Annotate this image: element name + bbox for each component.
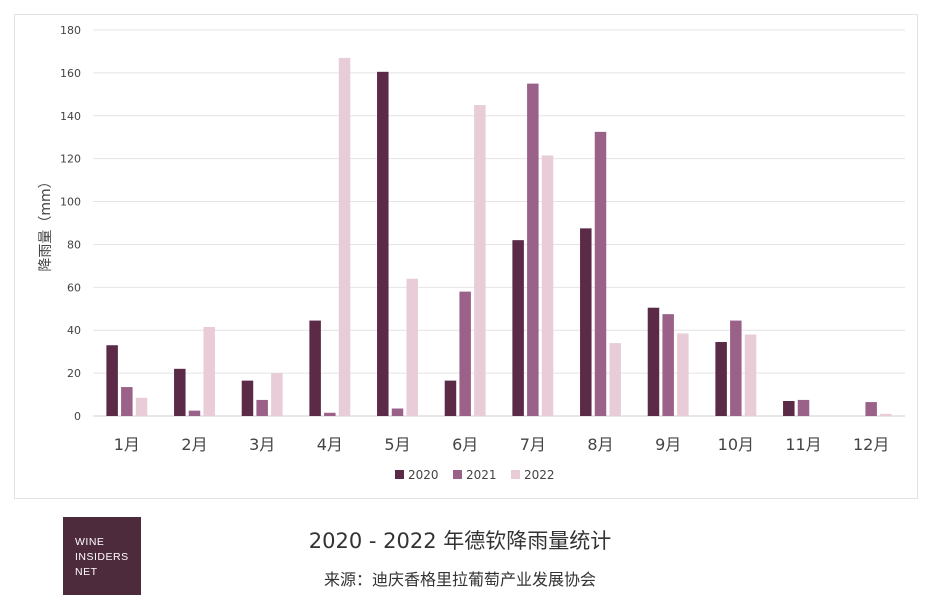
legend-swatch-2020 [395,470,404,479]
bar-2022-12 [880,413,892,416]
wine-insiders-logo: WINE INSIDERS NET [63,517,141,595]
y-axis-title: 降雨量（mm） [38,174,54,271]
x-tick-label: 6月 [452,435,478,454]
x-tick-label: 11月 [785,435,821,454]
logo-line-3: NET [75,566,98,578]
y-tick-label: 0 [74,410,81,423]
bar-2021-11 [797,399,810,416]
bar-2021-3 [256,399,268,416]
bar-2021-9 [662,314,674,416]
bar-2022-5 [406,278,418,416]
x-tick-label: 4月 [317,435,343,454]
y-tick-label: 20 [67,367,81,380]
x-tick-label: 3月 [249,435,275,454]
y-tick-label: 120 [60,153,81,166]
bar-2020-6 [444,380,457,416]
bar-2020-4 [309,320,321,416]
logo-line-1: WINE [75,536,105,548]
x-tick-label: 7月 [520,435,546,454]
chart-caption-title: 2020 - 2022 年德钦降雨量统计 [308,529,612,553]
y-tick-label: 40 [67,324,81,337]
bar-2020-8 [580,228,592,416]
x-tick-label: 5月 [384,435,410,454]
bar-2021-12 [865,402,877,416]
bar-2020-1 [106,345,118,416]
x-tick-label: 8月 [587,435,613,454]
y-tick-label: 140 [60,110,81,123]
bar-2022-7 [541,155,554,416]
bar-2022-10 [744,334,757,416]
y-tick-label: 100 [60,196,81,209]
y-tick-label: 80 [67,238,81,251]
bar-2022-3 [271,373,283,416]
bar-2021-6 [459,291,471,416]
bar-2021-5 [391,408,404,416]
bar-2020-5 [377,71,389,417]
bar-2022-6 [474,105,486,417]
legend-label-2020: 2020 [408,468,439,482]
bar-2022-9 [677,333,689,416]
x-tick-label: 10月 [718,435,754,454]
bar-2020-2 [174,368,186,416]
bar-2020-11 [783,400,795,416]
chart-frame: 0 20 40 60 80 100 120 140 160 180 降雨量（mm） 1月 2月 3月 4月 5… [14,14,918,499]
legend-swatch-2022 [511,470,520,479]
bar-2021-10 [730,320,742,416]
bar-2022-8 [609,343,621,416]
y-tick-label: 60 [67,281,81,294]
chart-caption-source: 来源：迪庆香格里拉葡萄产业发展协会 [323,570,596,589]
x-tick-label: 1月 [114,435,140,454]
bar-2021-8 [594,131,607,416]
legend-label-2021: 2021 [466,468,497,482]
bar-2020-3 [241,380,254,416]
bar-2022-2 [203,327,215,416]
bar-2022-1 [135,397,148,416]
rainfall-bar-chart: 0 20 40 60 80 100 120 140 160 180 降雨量（mm） 1月 2月 3月 4月 5… [38,24,905,482]
bar-2021-1 [121,387,133,416]
bar-2020-9 [647,307,660,416]
y-tick-label: 160 [60,67,81,80]
bar-2020-7 [512,240,524,416]
logo-line-2: INSIDERS [75,551,129,563]
bar-2022-4 [338,57,351,416]
x-tick-label: 9月 [655,435,681,454]
x-tick-label: 12月 [853,435,889,454]
legend-swatch-2021 [453,470,462,479]
y-tick-label: 180 [60,24,81,37]
bar-2021-4 [324,412,336,416]
legend-label-2022: 2022 [524,468,555,482]
bar-2021-7 [527,83,539,416]
bar-2021-2 [188,410,201,416]
x-tick-label: 2月 [181,435,207,454]
bar-2020-10 [715,342,727,416]
